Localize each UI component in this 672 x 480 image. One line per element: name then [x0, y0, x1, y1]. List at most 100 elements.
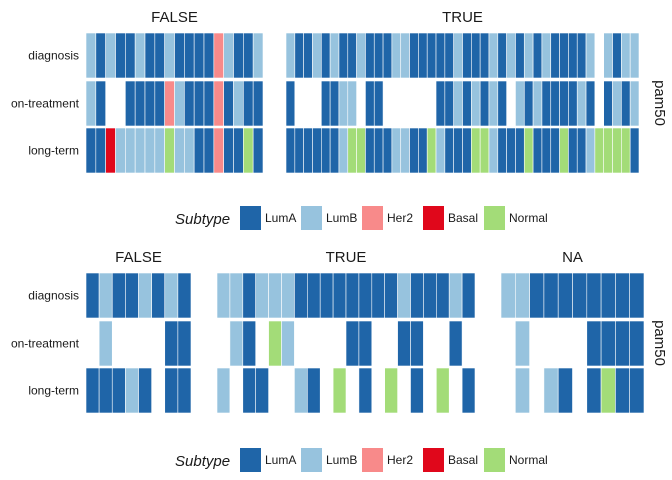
heatmap-cell — [559, 80, 569, 127]
heatmap-cell — [612, 32, 622, 79]
heatmap-cell — [629, 367, 645, 414]
facet-strip-label: NA — [562, 249, 583, 266]
heatmap-cell — [294, 127, 304, 174]
heatmap-cell — [347, 127, 357, 174]
legend-label: LumB — [326, 211, 357, 225]
heatmap-cell — [213, 80, 224, 127]
heatmap-cell — [391, 127, 402, 174]
heatmap-cell — [95, 32, 106, 79]
heatmap-cell — [177, 367, 192, 414]
heatmap-cell — [384, 272, 398, 319]
heatmap-cell — [448, 320, 463, 367]
heatmap-cell — [294, 32, 304, 79]
heatmap-cell — [461, 272, 476, 319]
heatmap-cell — [193, 127, 205, 174]
facet-panel: FALSE — [85, 9, 264, 174]
heatmap-cell — [568, 127, 578, 174]
heatmap-cell — [409, 127, 419, 174]
heatmap-cell — [629, 80, 640, 127]
heatmap-cell — [621, 32, 631, 79]
heatmap-cell — [586, 367, 602, 414]
heatmap-cell — [356, 127, 366, 174]
heatmap-cell — [303, 127, 313, 174]
heatmap-cell — [471, 80, 481, 127]
row-label: diagnosis — [28, 289, 79, 303]
heatmap-cell — [85, 367, 100, 414]
heatmap-cell — [371, 272, 385, 319]
legend-key — [301, 448, 322, 472]
heatmap-cell — [332, 367, 347, 414]
heatmap-cell — [365, 127, 375, 174]
heatmap-cell — [559, 127, 569, 174]
legend-title: Subtype — [175, 453, 230, 470]
heatmap-cell — [568, 80, 578, 127]
heatmap-cell — [98, 272, 113, 319]
heatmap-cell — [629, 127, 640, 174]
legend-label: LumB — [326, 453, 357, 467]
heatmap-cell — [154, 32, 165, 79]
heatmap-cell — [320, 80, 331, 127]
heatmap-cell — [523, 127, 534, 174]
heatmap-cell — [329, 32, 340, 79]
heatmap-cell — [435, 80, 446, 127]
heatmap-cell — [621, 80, 631, 127]
heatmap-cell — [515, 127, 525, 174]
heatmap-cell — [144, 32, 156, 79]
heatmap-cell — [382, 32, 393, 79]
heatmap-cell — [242, 367, 257, 414]
facet-strip-label: FALSE — [151, 9, 198, 26]
heatmap-cell — [435, 367, 450, 414]
row-label: on-treatment — [11, 97, 80, 111]
heatmap-cell — [255, 367, 269, 414]
heatmap-cell — [174, 127, 185, 174]
heatmap-cell — [594, 127, 604, 174]
heatmap-cell — [338, 32, 349, 79]
legend-key — [423, 448, 444, 472]
heatmap-cell — [268, 272, 282, 319]
legend-label: Normal — [509, 453, 548, 467]
row-label: diagnosis — [28, 49, 79, 63]
heatmap-cell — [281, 320, 295, 367]
heatmap-cell — [111, 367, 126, 414]
heatmap-cell — [586, 272, 602, 319]
heatmap-cell — [500, 272, 516, 319]
heatmap-cell — [332, 272, 347, 319]
heatmap-cell — [233, 32, 244, 79]
legend-title: Subtype — [175, 211, 230, 228]
heatmap-cell — [233, 80, 244, 127]
heatmap-cell — [303, 32, 313, 79]
heatmap-cell — [621, 127, 631, 174]
heatmap-cell — [243, 80, 254, 127]
heatmap-cell — [164, 32, 175, 79]
facet-panel: TRUE — [216, 249, 476, 414]
facet-side-label: pam50 — [651, 320, 668, 366]
heatmap-cell — [382, 127, 393, 174]
heatmap-cell — [243, 127, 254, 174]
heatmap-cell — [410, 367, 424, 414]
heatmap-2: diagnosis on-treatment long-term FALSE TRUE N… — [11, 249, 668, 472]
heatmap-cell — [193, 32, 205, 79]
row-label: on-treatment — [11, 337, 80, 351]
heatmap-cell — [615, 367, 631, 414]
heatmap-cell — [134, 32, 146, 79]
legend-key — [301, 206, 322, 230]
heatmap-cell — [164, 80, 175, 127]
heatmap-cell — [320, 127, 331, 174]
heatmap-cell — [410, 272, 424, 319]
heatmap-cell — [612, 127, 622, 174]
heatmap-cell — [557, 272, 573, 319]
heatmap-cell — [164, 127, 175, 174]
heatmap-cell — [543, 272, 559, 319]
heatmap-cell — [453, 127, 463, 174]
heatmap-cell — [418, 127, 428, 174]
heatmap-cell — [453, 32, 463, 79]
heatmap-cell — [203, 127, 215, 174]
heatmap-cell — [515, 80, 525, 127]
heatmap-cell — [444, 127, 454, 174]
heatmap-cell — [177, 320, 192, 367]
heatmap-cell — [229, 272, 244, 319]
heatmap-cell — [242, 320, 257, 367]
heatmap-cell — [435, 32, 446, 79]
heatmap-cell — [329, 80, 340, 127]
heatmap-cell — [629, 272, 645, 319]
